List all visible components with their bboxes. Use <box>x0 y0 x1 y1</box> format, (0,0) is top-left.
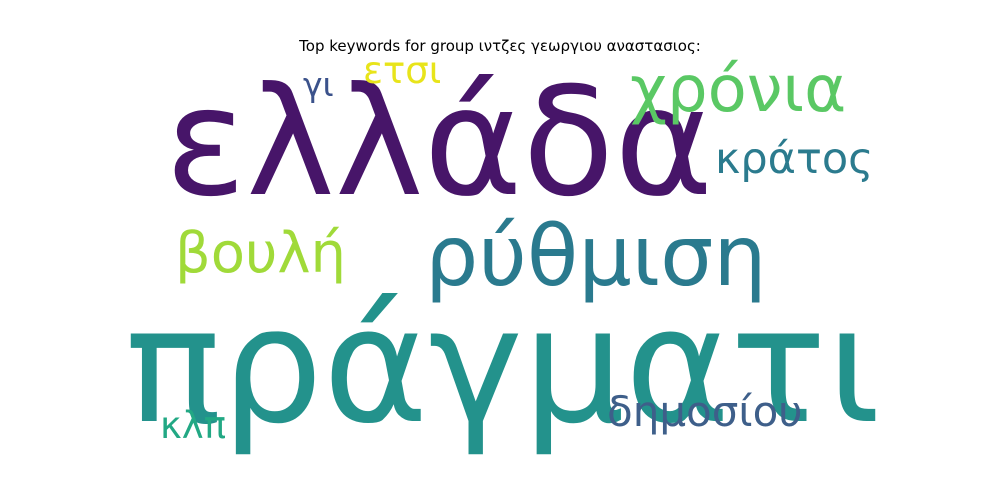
word-3: ρύθμιση <box>425 207 767 305</box>
word-4: χρόνια <box>630 53 847 127</box>
word-5: βουλή <box>175 221 347 286</box>
word-7: δημοσίου <box>607 387 803 436</box>
word-8: ετσι <box>363 49 442 92</box>
word-2: ελλάδα <box>165 56 714 230</box>
chart-title: Top keywords for group ιντζες γεωργιου α… <box>299 37 701 55</box>
word-10: γι <box>303 65 334 104</box>
word-6: κράτος <box>715 134 874 184</box>
word-1: πράγματι <box>125 272 881 459</box>
word-9: κλπ <box>160 404 226 447</box>
word-cloud: πράγματι ελλάδα ρύθμιση χρόνια βουλή κράτος δη… <box>125 52 881 451</box>
